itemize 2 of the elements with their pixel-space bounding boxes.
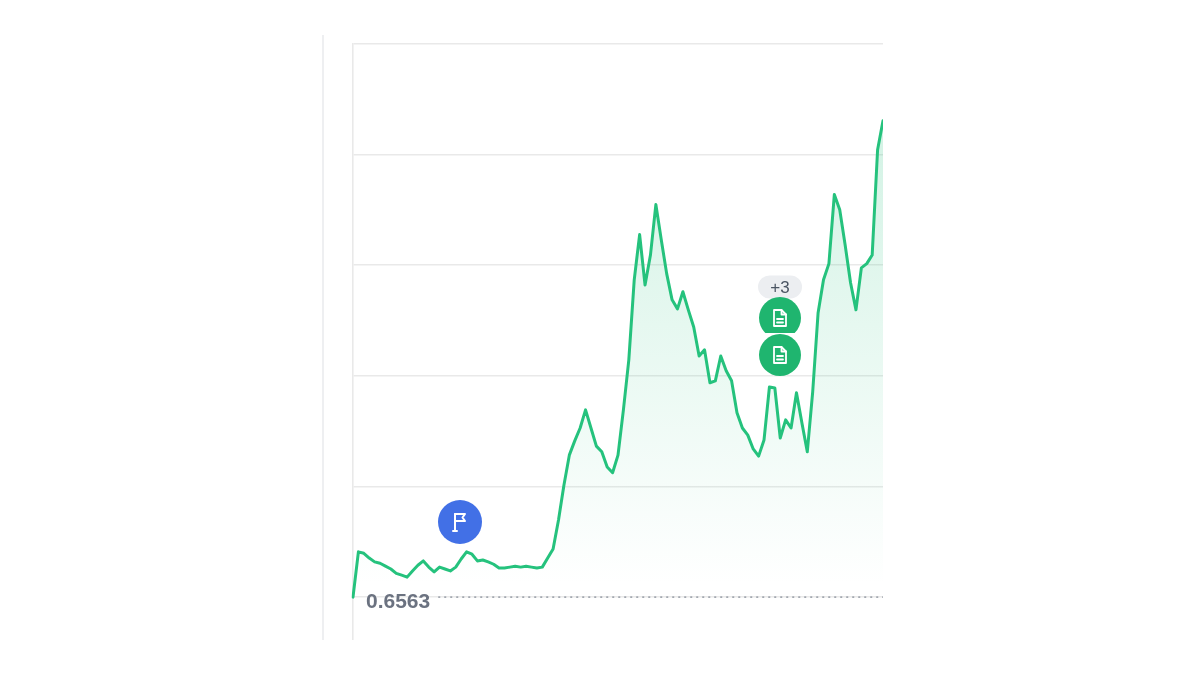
annotation: +3 xyxy=(770,277,790,297)
annotation: 0.6563 xyxy=(366,589,431,613)
